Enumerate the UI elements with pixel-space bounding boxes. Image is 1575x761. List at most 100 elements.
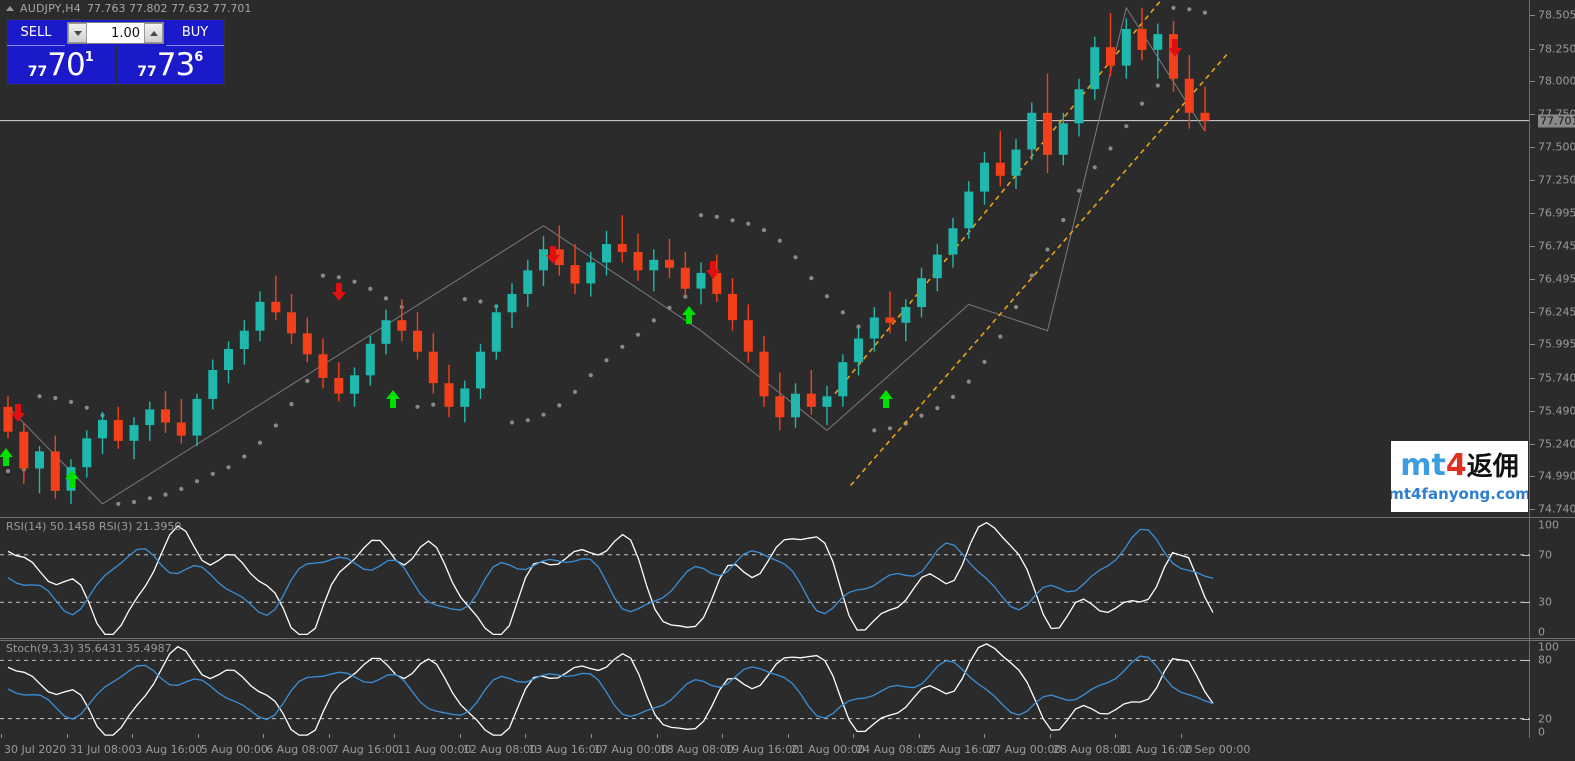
pane-divider-4 [0,640,1575,641]
time-tick: 24 Aug 08:00 [856,743,931,756]
time-tick-mark [1181,734,1182,738]
lot-size-stepper[interactable]: 1.00 [67,22,164,44]
price-tick: 76.245 [1538,305,1575,319]
series-%D [7,655,1214,721]
price-tick: 75.240 [1538,437,1575,450]
time-tick: 2 Sep 00:00 [1184,743,1251,756]
rsi-axis: 100 70 30 0 [1522,519,1575,639]
chevron-up-icon [149,30,158,36]
lot-size-input[interactable]: 1.00 [87,23,144,43]
oscillator-tick: 0 [1538,625,1545,639]
sell-price-main: 70 [47,46,85,83]
oscillator-tick-mark [1522,718,1530,720]
price-tick-mark [1530,344,1535,346]
oscillator-tick: 100 [1538,640,1559,654]
price-tick-mark [1530,410,1535,412]
time-tick-mark [263,734,265,738]
price-tick: 75.740 [1538,371,1575,385]
oscillator-tick: 80 [1538,653,1552,667]
trade-panel-prices: 77 70 1 77 73 6 [7,46,224,84]
price-tick-mark [1530,246,1535,247]
price-tick: 77.500 [1538,140,1575,154]
one-click-trading-panel[interactable]: SELL 1.00 BUY 77 70 1 77 73 6 [6,19,225,85]
time-tick-mark [66,734,68,738]
time-axis[interactable]: 30 Jul 2020 31 Jul 08:00 3 Aug 16:00 5 Aug … [0,734,1575,761]
oscillator-tick-mark [1522,554,1530,556]
site-watermark: mt 4 返佣 mt4fanyong.com [1391,441,1528,512]
time-tick: 12 Aug 08:00 [462,743,538,756]
sell-arrow-icon [11,404,25,422]
oscillator-tick: 20 [1538,712,1552,726]
time-tick: 17 Aug 00:00 [594,743,669,756]
time-tick: 18 Aug 08:00 [659,743,734,756]
sell-price-prefix: 77 [27,64,48,80]
stochastic-indicator-pane[interactable] [0,641,1575,738]
buy-price-prefix: 77 [137,64,157,80]
sell-arrow-icon [706,261,720,279]
time-tick: 30 Jul 2020 [4,743,67,756]
price-tick-mark [1530,114,1535,116]
time-tick: 6 Aug 08:00 [266,743,334,756]
sell-price-button[interactable]: 77 70 1 [7,46,115,84]
time-tick-mark [394,734,396,738]
oscillator-tick: 70 [1538,548,1552,562]
zigzag-overlay [7,6,1206,505]
price-tick-mark [1530,278,1535,280]
time-tick-mark [656,734,658,738]
watermark-brand: mt 4 返佣 [1400,450,1519,481]
price-tick-mark [1530,377,1535,379]
price-tick: 78.250 [1538,42,1575,56]
price-tick: 75.995 [1538,337,1575,351]
buy-price-main: 73 [156,46,195,83]
price-tick: 74.990 [1538,469,1575,483]
trade-panel-top-row: SELL 1.00 BUY [7,20,224,46]
price-tick-mark [1530,48,1535,50]
time-tick: 13 Aug 16:00 [528,743,603,756]
price-tick-mark [1530,213,1535,215]
price-tick: 78.000 [1538,74,1575,88]
time-tick-mark [1115,734,1117,738]
rsi-indicator-pane[interactable] [0,519,1575,638]
buy-label[interactable]: BUY [166,20,224,46]
price-tick: 76.745 [1538,239,1575,253]
time-tick: 19 Aug 16:00 [725,743,800,756]
price-tick-mark [1530,311,1535,313]
price-tick: 78.505 [1538,8,1575,22]
price-tick: 76.995 [1538,206,1575,220]
buy-price-button[interactable]: 77 73 6 [114,46,224,84]
price-tick: 74.740 [1538,502,1575,516]
sell-label[interactable]: SELL [7,20,65,46]
time-tick-mark [984,734,986,738]
time-tick: 28 Aug 08:00 [1052,743,1128,756]
price-tick-mark [1530,179,1535,181]
time-tick: 31 Jul 08:00 [69,743,136,756]
time-tick-mark [1,734,2,738]
triangle-up-icon[interactable] [6,5,14,11]
price-tick: 75.490 [1538,404,1575,418]
sell-price-fraction: 1 [84,50,94,65]
series-RSI(14) [7,528,1214,617]
price-tick-mark [1530,443,1535,445]
buy-arrow-icon [682,306,696,324]
time-tick-mark [132,734,134,738]
lot-decrement-button[interactable] [68,23,87,43]
price-tick: 77.250 [1538,173,1575,187]
current-price-tag: 77.701 [1538,114,1575,128]
stochastic-axis: 100 80 20 0 [1522,640,1575,739]
buy-arrow-icon [0,448,13,466]
price-axis-rule [1529,0,1530,738]
signal-arrows [0,39,1182,488]
price-chart-pane[interactable] [0,0,1575,517]
oscillator-tick: 30 [1538,595,1552,609]
time-tick-mark [787,734,789,738]
ohlc-values: 77.763 77.802 77.632 77.701 [86,1,252,15]
time-tick: 31 Aug 16:00 [1118,743,1193,756]
time-tick-mark [591,734,592,738]
lot-increment-button[interactable] [144,23,163,43]
time-tick-mark [197,734,199,738]
time-tick-mark [459,734,461,738]
price-axis[interactable]: 78.50578.25078.00077.75077.50077.25076.9… [1530,0,1575,517]
oscillator-tick-mark [1522,660,1530,662]
time-tick: 3 Aug 16:00 [135,743,203,756]
